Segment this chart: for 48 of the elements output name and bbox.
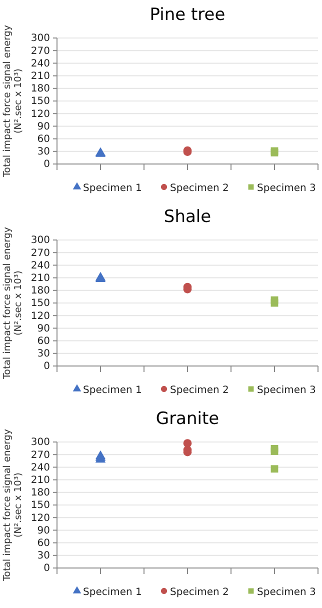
y-tick-label: 180 <box>30 488 50 499</box>
y-tick-label: 60 <box>37 538 50 549</box>
y-tick-label: 0 <box>44 563 50 574</box>
legend-label: Specimen 2 <box>170 183 229 194</box>
y-tick-label: 300 <box>30 437 50 448</box>
chart-title: Shale <box>164 207 212 227</box>
y-tick-label: 90 <box>37 323 50 334</box>
y-tick-label: 30 <box>37 550 50 562</box>
legend-label: Specimen 3 <box>257 183 316 194</box>
legend-label: Specimen 1 <box>83 183 142 194</box>
y-tick-label: 240 <box>30 462 50 474</box>
y-tick-label: 210 <box>30 475 50 486</box>
y-tick-label: 120 <box>30 108 50 120</box>
y-tick-label: 60 <box>37 134 50 145</box>
y-tick-label: 270 <box>30 248 50 259</box>
y-tick-label: 30 <box>37 146 50 158</box>
y-tick-label: 270 <box>30 450 50 461</box>
y-tick-label: 0 <box>44 361 50 372</box>
legend-label: Specimen 1 <box>83 587 142 598</box>
y-tick-label: 90 <box>37 525 50 536</box>
y-tick-label: 180 <box>30 286 50 297</box>
y-tick-label: 210 <box>30 273 50 284</box>
y-tick-label: 210 <box>30 71 50 82</box>
y-tick-label: 180 <box>30 84 50 95</box>
legend-label: Specimen 3 <box>257 587 316 598</box>
y-tick-label: 240 <box>30 260 50 272</box>
legend-label: Specimen 2 <box>170 587 229 598</box>
y-tick-label: 120 <box>30 310 50 322</box>
y-tick-label: 30 <box>37 348 50 360</box>
y-tick-label: 150 <box>30 298 50 310</box>
y-axis-title: Total impact force signal energy (N².sec x 10³) <box>2 24 24 178</box>
y-tick-label: 300 <box>30 33 50 44</box>
y-tick-label: 300 <box>30 235 50 246</box>
legend-label: Specimen 1 <box>83 385 142 396</box>
legend-label: Specimen 2 <box>170 385 229 396</box>
y-tick-label: 270 <box>30 46 50 57</box>
y-tick-label: 240 <box>30 58 50 70</box>
y-tick-label: 120 <box>30 512 50 524</box>
y-tick-label: 150 <box>30 96 50 108</box>
chart-title: Granite <box>156 409 220 429</box>
y-tick-label: 0 <box>44 159 50 170</box>
legend-label: Specimen 3 <box>257 385 316 396</box>
y-axis-title: Total impact force signal energy (N².sec x 10³) <box>2 428 24 582</box>
y-tick-label: 60 <box>37 336 50 347</box>
y-tick-label: 150 <box>30 500 50 512</box>
y-axis-title: Total impact force signal energy (N².sec x 10³) <box>2 226 24 380</box>
chart-title: Pine tree <box>150 5 226 25</box>
y-tick-label: 90 <box>37 121 50 132</box>
